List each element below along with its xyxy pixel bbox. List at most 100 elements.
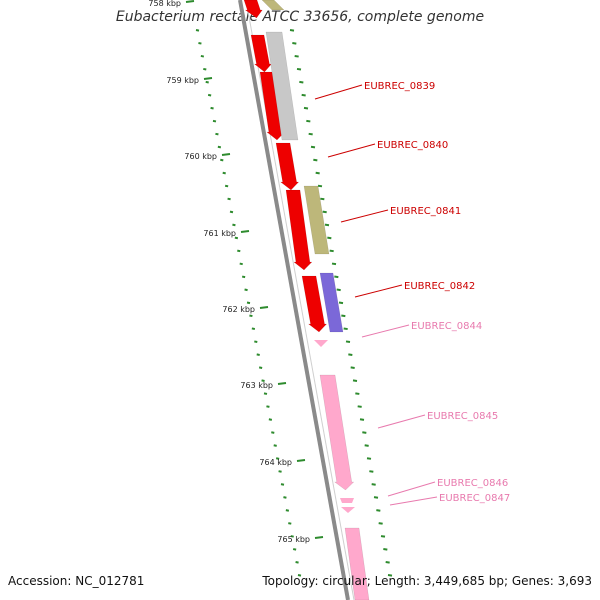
right-dot [313,158,318,162]
right-dot [336,288,341,292]
label-leader [387,481,436,497]
gene-block [250,34,273,73]
left-dot [256,353,260,356]
label-leader [340,209,389,223]
left-dot [217,145,222,149]
label-leader [314,84,363,100]
accession-text: Accession: NC_012781 [8,574,145,588]
gene-label[interactable]: EUBREC_0845 [427,411,498,422]
left-dot [222,171,226,175]
right-dot [364,444,369,447]
left-dot [237,249,241,253]
gene-band [265,31,299,141]
left-dot [224,184,229,188]
gene-block [243,0,263,19]
left-dot [232,223,236,227]
left-dot [234,236,239,240]
right-dot [343,327,348,331]
left-dot [271,431,275,434]
right-dot [362,431,367,434]
left-dot [195,29,200,32]
left-dot [249,314,253,318]
tick-label: 763 kbp [240,381,273,390]
kbp-ticks: 758 kbp 759 kbp 760 kbp 761 kbp 762 kbp 763 k… [148,0,324,544]
left-dot [292,548,297,551]
left-dot [227,197,231,201]
right-dot [301,93,306,97]
right-dot [289,29,295,32]
tick-label: 764 kbp [259,458,292,467]
label-leader [327,143,376,158]
gene-block [275,142,300,191]
right-dot [359,418,365,421]
tick-mark [185,0,195,3]
left-dot [203,67,207,71]
right-dot [357,405,362,408]
gene-label[interactable]: EUBREC_0847 [439,493,510,504]
right-dot [306,119,311,123]
left-dot [220,158,224,162]
gene-label[interactable]: EUBREC_0839 [364,81,435,92]
gene-label[interactable]: EUBREC_0846 [437,478,508,489]
gene-label[interactable]: EUBREC_0842 [404,281,475,292]
right-dot [317,184,323,188]
tick-label: 759 kbp [166,76,199,85]
left-dot [278,470,282,473]
left-dot [261,379,265,382]
left-dot [246,301,251,305]
features [243,0,370,600]
tick-label: 765 kbp [277,535,310,544]
left-dot [275,457,280,460]
right-dot [324,223,330,227]
right-dot [348,353,353,356]
left-dot [295,561,299,564]
left-dot [254,340,258,344]
gene-band [319,272,344,333]
left-dot [241,275,246,279]
tick-mark [277,382,287,385]
right-dot [299,80,304,84]
tick-mark [240,230,250,233]
right-dot [315,171,320,175]
right-dot [371,483,376,486]
right-dot [376,509,381,512]
right-dot [385,561,390,564]
right-dot [327,236,332,240]
gene-pink-small [340,498,354,503]
genome-summary: Topology: circular; Length: 3,449,685 bp… [262,574,592,588]
label-leader [377,414,426,429]
tick-mark [259,306,269,309]
right-dot [380,535,386,538]
right-dot [296,67,302,71]
right-dot [329,249,334,253]
gene-label[interactable]: EUBREC_0840 [377,140,448,151]
right-dot [345,340,351,344]
right-dot [369,470,374,473]
right-dot [338,301,344,305]
gene-pink [344,527,370,600]
right-dot [322,210,327,214]
tick-label: 762 kbp [222,305,255,314]
gene-label[interactable]: EUBREC_0844 [411,321,482,332]
left-dot [268,418,273,421]
gene-block [301,275,328,333]
right-dot [341,314,346,318]
left-dot [273,444,277,447]
left-dot [229,210,234,214]
left-dot [280,483,285,486]
tick-label: 760 kbp [184,152,217,161]
left-dot [200,54,205,58]
left-dot [215,132,219,136]
left-dot [207,93,212,97]
left-dot [266,405,270,408]
right-dot [352,379,358,382]
gene-band [261,0,285,11]
gene-pink-small [314,340,328,347]
gene-label[interactable]: EUBREC_0841 [390,206,461,217]
left-dot [251,327,256,331]
backbone-highlight [245,0,355,600]
left-dot [283,496,287,499]
feature-labels: EUBREC_0839 EUBREC_0840 EUBREC_0841 EUBREC_… [314,81,510,506]
left-dot [198,41,202,45]
left-dot [205,80,209,84]
